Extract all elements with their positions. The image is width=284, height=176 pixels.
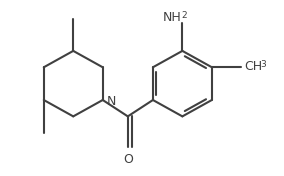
Text: NH: NH [162,11,181,24]
Text: 3: 3 [260,60,266,69]
Text: N: N [106,95,116,108]
Text: 2: 2 [181,11,187,20]
Text: O: O [123,153,133,166]
Text: CH: CH [245,60,263,73]
